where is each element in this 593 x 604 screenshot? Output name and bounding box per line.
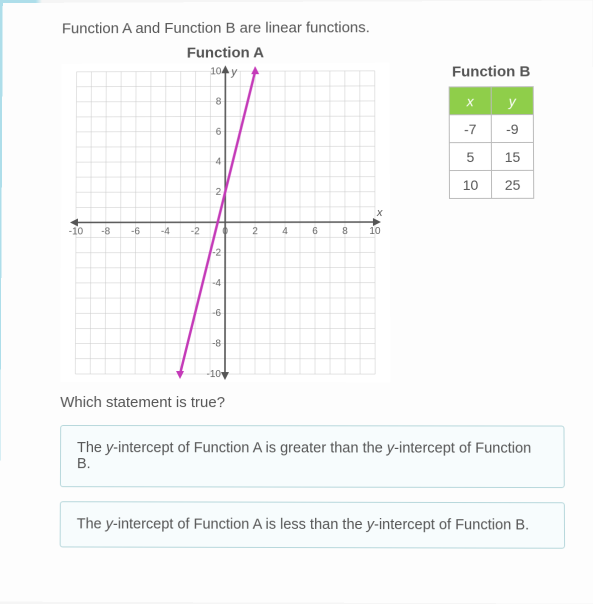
function-b-table: x y -7-95151025 <box>449 86 535 199</box>
opt1-y2: y <box>387 440 394 456</box>
opt1-prefix: The <box>77 440 106 456</box>
svg-text:-4: -4 <box>161 226 170 237</box>
answer-option-2[interactable]: The y-intercept of Function A is less th… <box>60 501 565 549</box>
svg-text:-10: -10 <box>207 369 222 380</box>
table-cell: 5 <box>449 143 491 171</box>
svg-text:4: 4 <box>282 226 288 237</box>
svg-text:-6: -6 <box>212 308 221 319</box>
answer-option-1[interactable]: The y-intercept of Function A is greater… <box>60 425 565 488</box>
content-row: Function A -10-8-6-4-20246810-10-8-6-4-2… <box>60 43 564 382</box>
svg-text:-4: -4 <box>212 278 221 289</box>
opt2-mid2: -intercept of Function B. <box>374 517 529 534</box>
svg-text:-2: -2 <box>212 248 221 259</box>
function-a-svg: -10-8-6-4-20246810-10-8-6-4-2246810xy <box>60 63 390 382</box>
opt2-mid1: -intercept of Function A is less than th… <box>113 516 367 533</box>
svg-text:2: 2 <box>216 187 222 198</box>
svg-text:6: 6 <box>216 127 222 138</box>
svg-text:8: 8 <box>342 226 348 237</box>
svg-text:-10: -10 <box>69 226 84 237</box>
svg-text:10: 10 <box>369 226 381 237</box>
table-cell: 10 <box>449 170 491 198</box>
opt2-prefix: The <box>77 516 106 532</box>
question-text: Function A and Function B are linear fun… <box>62 19 563 38</box>
table-cell: 25 <box>491 170 533 198</box>
function-b-column: Function B x y -7-95151025 <box>420 43 564 199</box>
table-row: -7-9 <box>449 115 533 143</box>
table-cell: -7 <box>449 115 491 143</box>
function-b-col-x: x <box>449 87 491 115</box>
svg-text:2: 2 <box>252 226 258 237</box>
table-cell: -9 <box>491 115 533 143</box>
prompt-text: Which statement is true? <box>60 394 564 411</box>
svg-text:-8: -8 <box>212 339 221 350</box>
svg-text:4: 4 <box>216 157 222 168</box>
svg-text:x: x <box>376 207 383 219</box>
table-row: 1025 <box>449 170 533 198</box>
opt2-y2: y <box>367 517 374 533</box>
opt1-mid1: -intercept of Function A is greater than… <box>113 440 387 456</box>
function-b-col-y: y <box>491 87 533 115</box>
svg-text:0: 0 <box>222 226 228 237</box>
function-b-header-row: x y <box>449 87 533 115</box>
function-b-tbody: -7-95151025 <box>449 115 533 199</box>
svg-text:-2: -2 <box>191 226 200 237</box>
svg-text:-6: -6 <box>131 226 140 237</box>
svg-text:-8: -8 <box>101 226 110 237</box>
function-a-chart: -10-8-6-4-20246810-10-8-6-4-2246810xy <box>60 63 390 382</box>
function-a-title: Function A <box>62 44 390 62</box>
svg-text:8: 8 <box>216 96 222 107</box>
table-row: 515 <box>449 142 533 170</box>
function-a-column: Function A -10-8-6-4-20246810-10-8-6-4-2… <box>60 44 390 382</box>
svg-text:6: 6 <box>312 226 318 237</box>
svg-text:y: y <box>230 66 238 78</box>
svg-text:10: 10 <box>210 66 222 77</box>
page-container: Function A and Function B are linear fun… <box>0 1 593 604</box>
function-b-title: Function B <box>420 63 563 80</box>
table-cell: 15 <box>491 142 533 170</box>
